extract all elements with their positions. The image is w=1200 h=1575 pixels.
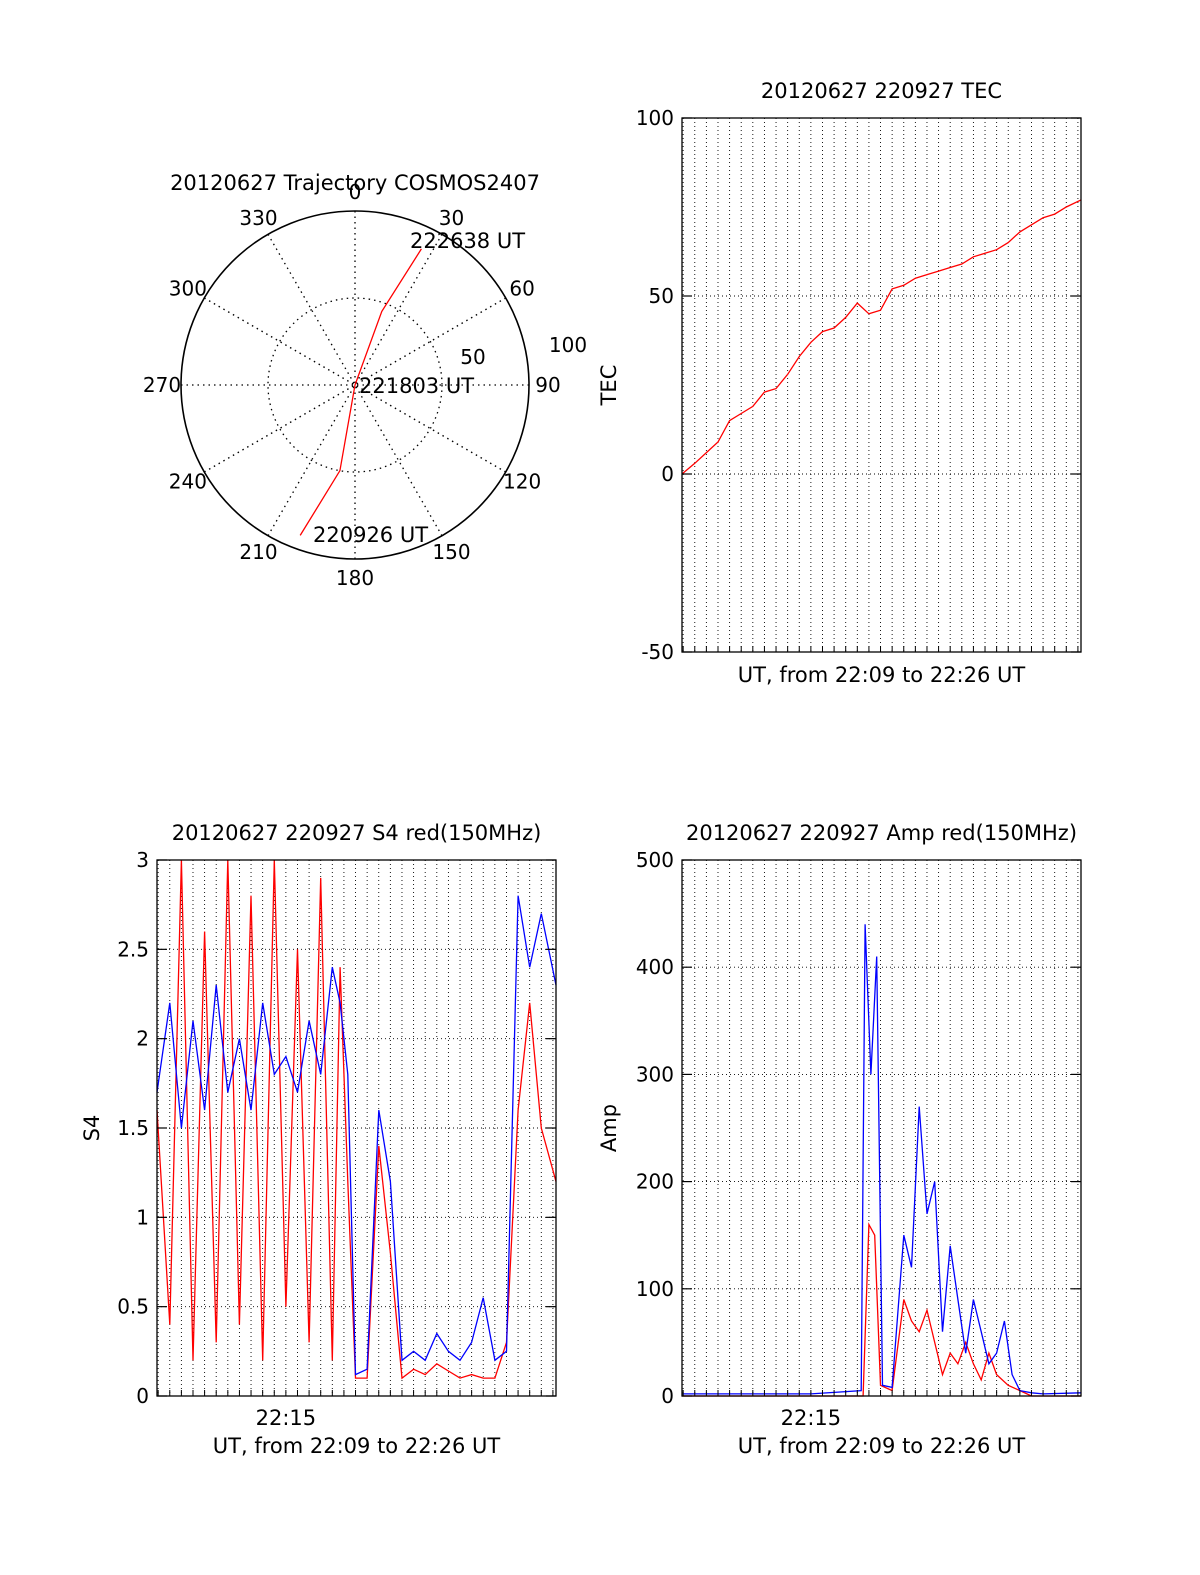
polar-azimuth-label: 60	[509, 277, 534, 301]
polar-azimuth-label: 270	[143, 373, 181, 397]
polar-radial-label-50: 50	[460, 345, 485, 369]
polar-azimuth-label: 150	[432, 540, 470, 564]
amp-series-red	[682, 1222, 1081, 1397]
tec-chart: 20120627 220927 TEC -50 0 50 100 UT, from 22:…	[597, 79, 1082, 687]
s4-ytick-label: 0.5	[117, 1295, 149, 1319]
s4-ytick-label: 1	[136, 1205, 149, 1229]
s4-ytick-label: 3	[136, 848, 149, 872]
polar-azimuth-label: 180	[336, 566, 374, 590]
tec-ytick-label: 100	[636, 106, 674, 130]
polar-azimuth-label: 330	[239, 206, 277, 230]
tec-grid	[682, 117, 1081, 653]
trajectory-annotation-mid: 221803 UT	[359, 374, 474, 398]
amp-series-blue	[682, 924, 1082, 1395]
polar-azimuth-label: 240	[169, 470, 207, 494]
s4-series-blue	[156, 895, 557, 1376]
polar-inner-circle	[267, 297, 443, 473]
polar-azimuth-labels: 0 30 60 90 120 150 180 210 240 270 300 330	[143, 180, 561, 590]
amp-ytick-label: 200	[636, 1170, 674, 1194]
trajectory-title: 20120627 Trajectory COSMOS2407	[170, 171, 540, 195]
s4-ytick-label: 0	[136, 1384, 149, 1408]
amp-title: 20120627 220927 Amp red(150MHz)	[686, 821, 1077, 845]
amp-ytick-label: 500	[636, 848, 674, 872]
s4-ytick-label: 2	[136, 1027, 149, 1051]
tec-ytick-label: 0	[661, 462, 674, 486]
amp-xlabel: UT, from 22:09 to 22:26 UT	[738, 1434, 1026, 1458]
tec-title: 20120627 220927 TEC	[761, 79, 1002, 103]
polar-azimuth-label: 300	[169, 277, 207, 301]
tec-frame	[681, 117, 1082, 653]
s4-xtick-label: 22:15	[256, 1406, 317, 1430]
amp-xtick-label: 22:15	[781, 1406, 842, 1430]
tec-ytick-label: 50	[649, 284, 674, 308]
s4-chart: 20120627 220927 S4 red(150MHz)00.511.522…	[80, 821, 557, 1458]
polar-azimuth-label: 120	[503, 470, 541, 494]
s4-ytick-label: 1.5	[117, 1116, 149, 1140]
s4-series-red	[156, 859, 557, 1380]
tec-ylabel: TEC	[597, 365, 621, 407]
trajectory-chart: 20120627 Trajectory COSMOS2407 0 30 60 90 12…	[143, 171, 587, 590]
amp-ytick-label: 300	[636, 1062, 674, 1086]
amp-ytick-label: 400	[636, 955, 674, 979]
tec-ytick-label: -50	[641, 640, 674, 664]
polar-azimuth-label: 210	[239, 540, 277, 564]
polar-azimuth-label: 90	[535, 373, 560, 397]
trajectory-annotation-end: 222638 UT	[410, 229, 525, 253]
amp-ytick-label: 0	[661, 1384, 674, 1408]
s4-xlabel: UT, from 22:09 to 22:26 UT	[213, 1434, 501, 1458]
tec-xlabel: UT, from 22:09 to 22:26 UT	[738, 663, 1026, 687]
trajectory-track	[299, 248, 422, 536]
amp-grid	[682, 859, 1081, 1397]
s4-ylabel: S4	[80, 1115, 104, 1142]
amp-ylabel: Amp	[597, 1104, 621, 1152]
polar-azimuth-label: 30	[439, 206, 464, 230]
amp-ytick-label: 100	[636, 1277, 674, 1301]
amp-chart: 20120627 220927 Amp red(150MHz) 0 100 200 30…	[597, 821, 1082, 1458]
polar-azimuth-label: 0	[349, 180, 362, 204]
tec-series-red	[681, 199, 1082, 475]
s4-title: 20120627 220927 S4 red(150MHz)	[172, 821, 542, 845]
amp-frame	[681, 859, 1082, 1397]
s4-ytick-label: 2.5	[117, 937, 149, 961]
trajectory-annotation-start: 220926 UT	[313, 523, 428, 547]
polar-radial-label-100: 100	[549, 333, 587, 357]
